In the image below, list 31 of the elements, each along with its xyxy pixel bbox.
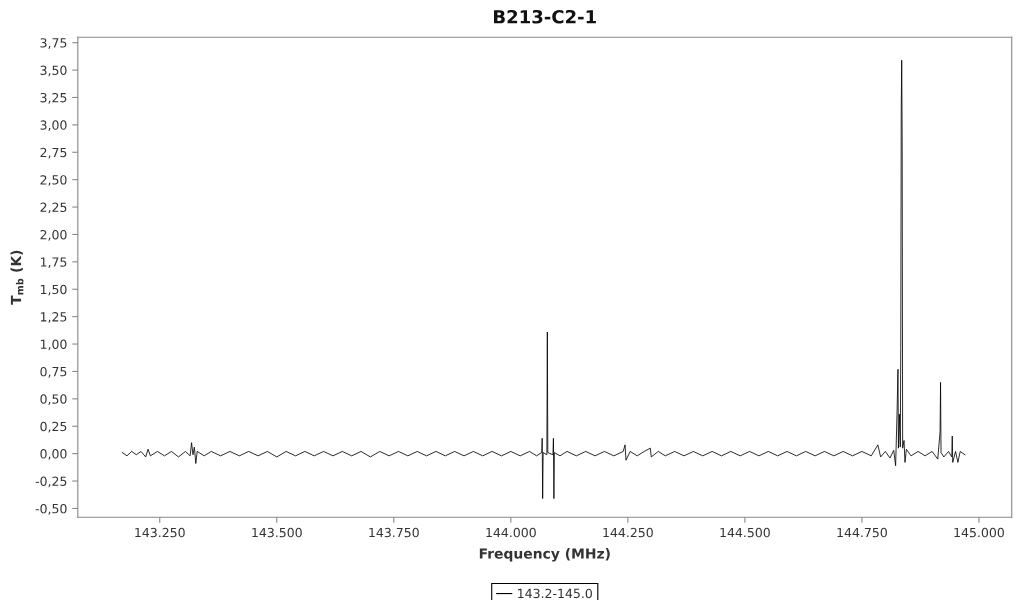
y-tick-label: 2,00 xyxy=(40,229,67,241)
y-tick-label: 3,25 xyxy=(40,92,67,104)
x-tick-label: 143.250 xyxy=(135,527,185,538)
legend-label: 143.2-145.0 xyxy=(518,588,592,599)
y-tick-label: 0,50 xyxy=(40,394,67,406)
y-tick-label: -0,25 xyxy=(35,476,67,488)
y-tick-label: 0,75 xyxy=(40,366,67,378)
y-tick-label: 1,75 xyxy=(40,257,67,269)
x-axis-title: Frequency (MHz) xyxy=(479,548,610,562)
x-tick-label: 143.500 xyxy=(252,527,302,538)
y-tick-label: 3,75 xyxy=(40,38,67,49)
y-tick-label: 3,50 xyxy=(40,65,67,77)
y-tick-label: 3,00 xyxy=(40,120,67,132)
x-tick-label: 144.750 xyxy=(837,527,887,538)
y-tick-label: 2,25 xyxy=(40,202,67,214)
x-tick-label: 144.000 xyxy=(486,527,536,538)
y-tick-label: 0,25 xyxy=(40,421,67,433)
y-tick-label: 2,75 xyxy=(40,147,67,159)
y-tick-label: 1,00 xyxy=(40,339,67,351)
y-tick-label: 1,25 xyxy=(40,312,67,323)
y-axis-title: T$_{mb}$ (K) xyxy=(10,250,24,305)
y-tick-label: -0,50 xyxy=(35,503,67,515)
line-series xyxy=(121,59,966,499)
y-tick-label: 2,50 xyxy=(40,175,67,186)
x-tick-label: 144.250 xyxy=(603,527,653,538)
x-tick-label: 145.000 xyxy=(954,527,1004,538)
y-tick-label: 0,00 xyxy=(40,449,67,460)
chart-title: B213-C2-1 xyxy=(494,9,596,24)
x-tick-label: 144.500 xyxy=(720,527,770,538)
x-tick-label: 143.750 xyxy=(369,527,419,538)
y-tick-label: 1,50 xyxy=(40,284,67,296)
